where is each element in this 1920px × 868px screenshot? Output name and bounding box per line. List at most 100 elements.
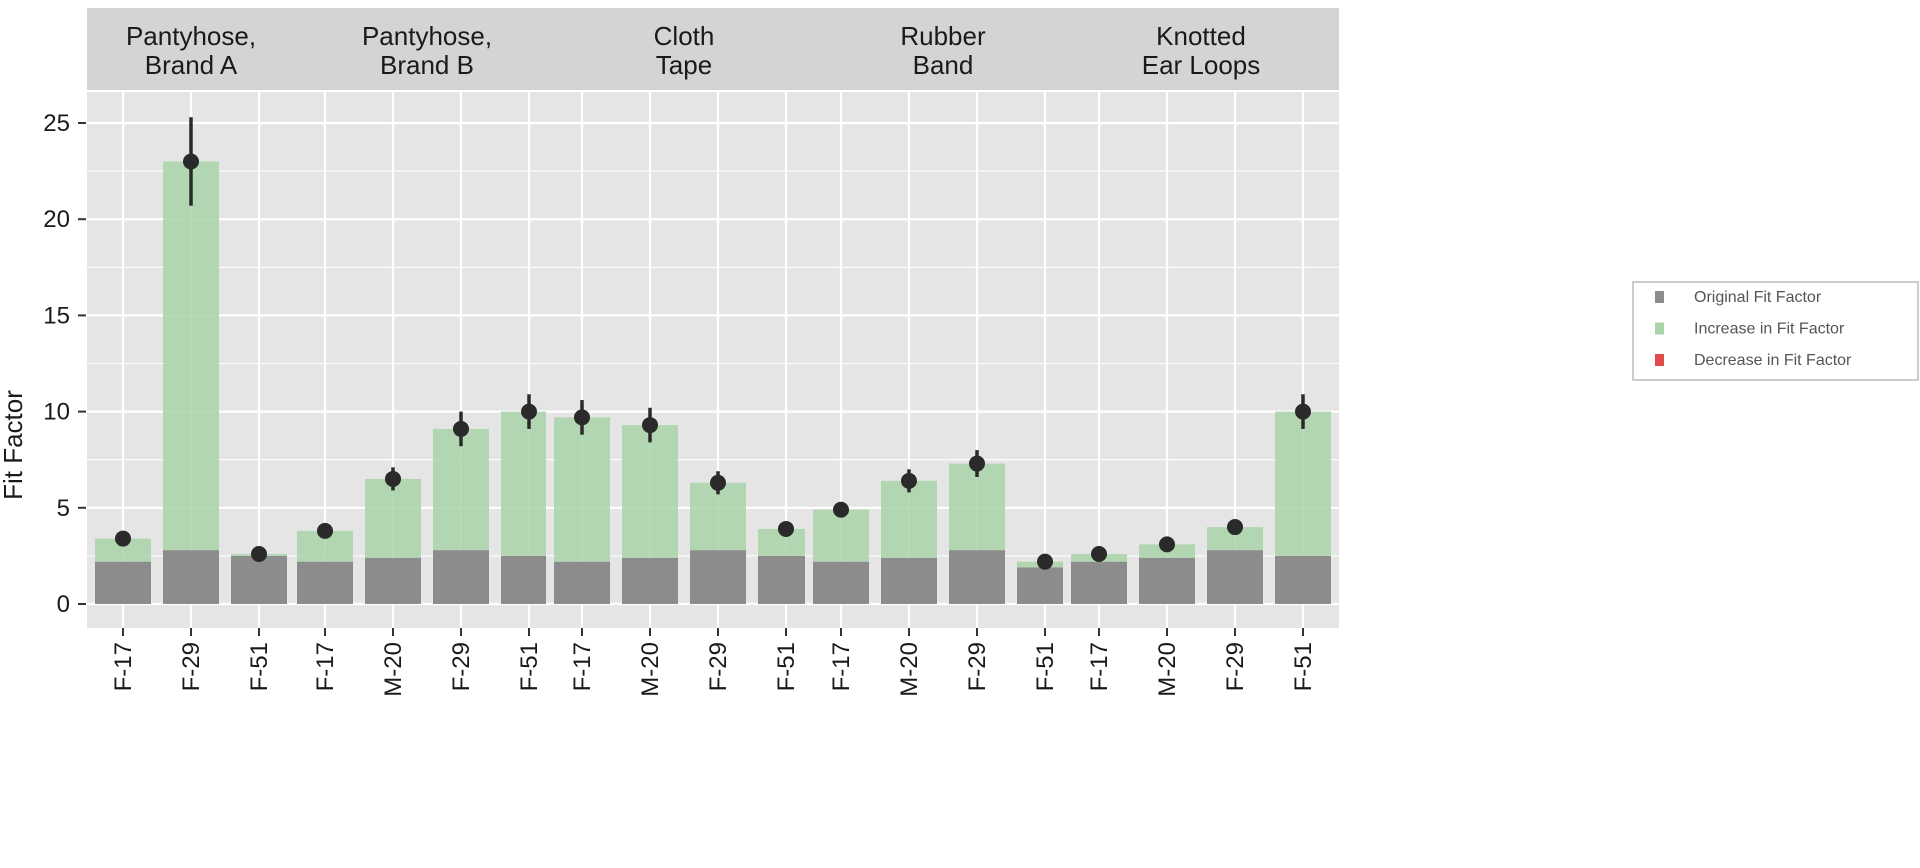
- bar-original: [1071, 561, 1127, 604]
- bar-original: [365, 557, 421, 604]
- data-point: [833, 501, 849, 518]
- bar-increase: [622, 425, 678, 558]
- legend-key-original: [1655, 291, 1664, 303]
- x-tick-label: F-17: [828, 642, 855, 691]
- x-tick-label: F-29: [448, 642, 475, 691]
- data-point: [115, 530, 131, 547]
- facets: Pantyhose,Brand AF-17 F-29 F-51Pantyhose,B…: [87, 8, 1339, 697]
- data-point: [710, 474, 726, 491]
- legend-label: Original Fit Factor: [1694, 289, 1822, 306]
- legend-key-increase: [1655, 322, 1664, 335]
- data-point: [1159, 536, 1175, 553]
- bar-original: [297, 561, 353, 604]
- bar-original: [622, 557, 678, 604]
- x-tick-label: F-51: [1290, 642, 1317, 691]
- data-point: [453, 420, 469, 437]
- bar-increase: [163, 161, 219, 551]
- data-point: [183, 153, 199, 170]
- x-tick-label: F-29: [964, 642, 991, 691]
- bar-original: [949, 550, 1005, 604]
- x-tick-label: F-29: [705, 642, 732, 691]
- bar-original: [433, 550, 489, 604]
- y-tick-label: 25: [43, 110, 70, 137]
- facet-title-line: Pantyhose,: [126, 21, 256, 51]
- bar-increase: [1275, 411, 1331, 556]
- facet-title-line: Band: [913, 50, 974, 80]
- y-tick-label: 5: [57, 495, 70, 522]
- bar-increase: [95, 538, 151, 562]
- bar-original: [1139, 557, 1195, 604]
- x-tick-label: F-51: [1032, 642, 1059, 691]
- x-tick-label: F-51: [516, 642, 543, 691]
- facet-title-line: Brand B: [380, 50, 474, 80]
- bar-original: [690, 550, 746, 604]
- legend-label: Increase in Fit Factor: [1694, 321, 1845, 338]
- y-tick-label: 10: [43, 399, 70, 426]
- facet-title-line: Cloth: [654, 21, 715, 51]
- x-tick-label: F-17: [569, 642, 596, 691]
- facet-title-line: Brand A: [145, 50, 238, 80]
- bar-original: [813, 561, 869, 604]
- bar-increase: [365, 478, 421, 558]
- bar-original: [231, 555, 287, 604]
- data-point: [642, 417, 658, 434]
- x-tick-label: F-51: [773, 642, 800, 691]
- data-point: [969, 455, 985, 472]
- facet-title-line: Ear Loops: [1142, 50, 1261, 80]
- facet-strip: [805, 8, 1081, 90]
- legend-box: [1632, 281, 1919, 381]
- x-tick-label: M-20: [637, 642, 664, 697]
- y-axis-title: Fit Factor: [0, 390, 28, 500]
- x-tick-label: M-20: [380, 642, 407, 697]
- y-tick-label: 20: [43, 206, 70, 233]
- bar-original: [554, 561, 610, 604]
- facet-panel: Pantyhose,Brand B F-17 M-20 F-29 F-51: [289, 8, 565, 697]
- legend-key-decrease: [1655, 354, 1664, 366]
- data-point: [317, 522, 333, 539]
- facet-title-line: Pantyhose,: [362, 21, 492, 51]
- bar-original: [163, 550, 219, 604]
- facet-title-line: Knotted: [1156, 21, 1246, 51]
- facet-strip: [1063, 8, 1339, 90]
- facet-panel: Pantyhose,Brand A F-17 F-29 F-51: [87, 8, 295, 691]
- facet-strip: [546, 8, 822, 90]
- bar-original: [1207, 550, 1263, 604]
- y-tick-label: 15: [43, 302, 70, 329]
- x-tick-label: M-20: [896, 642, 923, 697]
- bar-increase: [881, 480, 937, 558]
- x-tick-label: F-29: [178, 642, 205, 691]
- bar-increase: [554, 417, 610, 562]
- data-point: [901, 472, 917, 489]
- data-point: [778, 520, 794, 537]
- data-point: [574, 409, 590, 426]
- bar-original: [95, 561, 151, 604]
- facet-strip: [87, 8, 295, 90]
- data-point: [1295, 403, 1311, 420]
- data-point: [521, 403, 537, 420]
- bar-increase: [1207, 527, 1263, 551]
- bar-original: [1275, 555, 1331, 604]
- facet-title-line: Rubber: [900, 21, 986, 51]
- data-point: [1091, 545, 1107, 562]
- bar-increase: [433, 428, 489, 551]
- data-point: [1037, 553, 1053, 570]
- data-point: [1227, 519, 1243, 536]
- data-point: [385, 470, 401, 487]
- data-point: [251, 545, 267, 562]
- bar-original: [758, 555, 814, 604]
- x-tick-label: F-17: [312, 642, 339, 691]
- facet-title-line: Tape: [656, 50, 712, 80]
- x-tick-label: F-51: [246, 642, 273, 691]
- x-tick-label: M-20: [1154, 642, 1181, 697]
- legend: Original Fit Factor Increase in Fit Facto…: [1632, 281, 1919, 381]
- bar-original: [881, 557, 937, 604]
- y-tick-label: 0: [57, 591, 70, 618]
- x-tick-label: F-29: [1222, 642, 1249, 691]
- bar-increase: [949, 463, 1005, 551]
- x-tick-label: F-17: [110, 642, 137, 691]
- legend-label: Decrease in Fit Factor: [1694, 352, 1852, 369]
